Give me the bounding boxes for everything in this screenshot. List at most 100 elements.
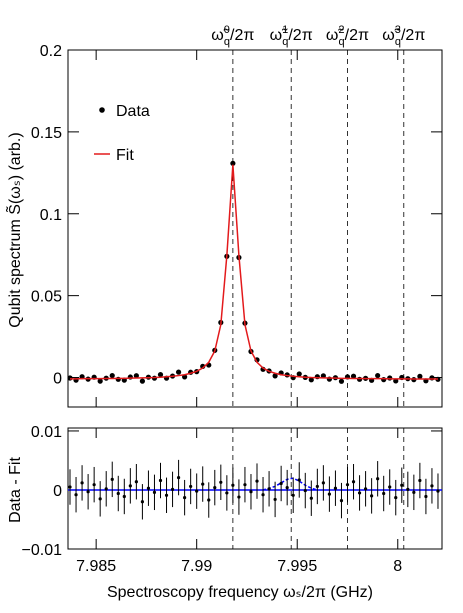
- residual-point: [424, 494, 428, 499]
- residual-point: [297, 478, 301, 482]
- residual-point: [207, 498, 211, 502]
- annotation-label: ω̃0 q/2π: [211, 24, 254, 48]
- data-point: [67, 375, 73, 381]
- y-axis-title: Data - Fit: [7, 457, 24, 523]
- data-point: [356, 376, 363, 382]
- residual-point: [140, 500, 144, 504]
- residual-point: [255, 479, 259, 483]
- residual-point: [333, 486, 338, 490]
- data-point: [296, 371, 302, 377]
- annotation-part: 3: [395, 24, 401, 36]
- residual-point: [170, 487, 175, 491]
- data-point: [381, 377, 387, 383]
- residual-point: [370, 494, 374, 498]
- y-axis-title: Qubit spectrum S̃(ωₛ) (arb.): [4, 132, 24, 327]
- y-tick-label: 0.01: [31, 424, 62, 441]
- annotation-part: /2π: [345, 27, 369, 44]
- annotation-part: /2π: [401, 27, 425, 44]
- residual-point: [285, 486, 289, 490]
- residual-point: [430, 484, 434, 488]
- residual-point: [436, 489, 440, 493]
- legend-label: Fit: [116, 147, 134, 164]
- model-curve: [262, 477, 318, 491]
- annotation-label: ω̃2 q/2π: [326, 24, 369, 48]
- annotation-part: q: [282, 36, 288, 48]
- annotation-part: 2: [338, 24, 344, 36]
- residual-point: [213, 486, 217, 490]
- residual-point: [376, 477, 380, 481]
- residual-point: [363, 487, 368, 491]
- residual-point: [80, 481, 84, 485]
- data-point: [139, 378, 145, 384]
- annotation-label: ω̃1 q/2π: [270, 24, 313, 48]
- residual-point: [406, 487, 410, 491]
- legend-label: Data: [116, 103, 150, 120]
- residual-point: [418, 478, 422, 483]
- residual-point: [189, 484, 193, 489]
- residual-point: [327, 492, 331, 496]
- data-point: [417, 373, 423, 379]
- y-tick-label: 0.05: [31, 289, 62, 306]
- residual-point: [243, 483, 247, 487]
- residual-point: [315, 484, 319, 489]
- x-axis-title: Spectroscopy frequency ωₛ/2π (GHz): [107, 584, 373, 601]
- y-tick-label: 0.2: [40, 43, 62, 60]
- data-point: [314, 374, 320, 380]
- x-tick-label: 8: [393, 558, 402, 575]
- residual-point: [279, 481, 283, 486]
- residual-point: [237, 495, 241, 499]
- residual-point: [146, 486, 151, 490]
- residual-point: [86, 490, 90, 494]
- data-point: [97, 378, 103, 384]
- annotation-part: q: [395, 36, 401, 48]
- plot-frame: [67, 49, 443, 408]
- residual-point: [231, 483, 235, 487]
- data-point: [272, 373, 278, 379]
- annotation-part: q: [224, 36, 230, 48]
- residual-point: [400, 483, 404, 487]
- y-tick-label: 0.1: [40, 207, 62, 224]
- x-tick-label: 7.995: [277, 558, 317, 575]
- residual-point: [201, 482, 205, 486]
- residual-point: [110, 477, 114, 481]
- residual-point: [309, 496, 313, 500]
- annotation-part: /2π: [230, 27, 254, 44]
- residual-point: [183, 496, 187, 500]
- residual-point: [412, 490, 416, 494]
- y-tick-label: 0: [53, 483, 62, 500]
- residual-point: [195, 489, 199, 493]
- residual-point: [388, 485, 392, 489]
- residual-point: [321, 481, 325, 485]
- residual-point: [225, 491, 229, 495]
- annotation-part: 0: [224, 24, 230, 36]
- annotation-part: 1: [282, 24, 288, 36]
- residual-point: [267, 487, 271, 491]
- residual-point: [134, 480, 138, 484]
- residual-point: [345, 483, 350, 487]
- residual-point: [273, 497, 277, 502]
- annotation-part: q: [339, 36, 345, 48]
- residual-point: [261, 493, 265, 497]
- residual-point: [74, 493, 78, 497]
- data-point: [175, 369, 182, 375]
- y-tick-label: −0.01: [22, 542, 63, 559]
- residual-point: [152, 490, 157, 494]
- data-point: [115, 376, 121, 382]
- annotation-label: ω̃3 q/2π: [382, 24, 425, 48]
- residual-point: [104, 487, 108, 491]
- residual-point: [116, 491, 120, 496]
- residual-point: [291, 493, 295, 497]
- residual-point: [176, 475, 181, 480]
- y-tick-label: 0: [53, 371, 62, 388]
- data-point: [350, 373, 357, 379]
- residual-point: [249, 490, 253, 494]
- residual-point: [219, 480, 223, 484]
- x-tick-label: 7.985: [76, 558, 116, 575]
- residual-point: [92, 483, 96, 487]
- plot-frame: [67, 427, 443, 550]
- data-point: [393, 378, 399, 384]
- legend-swatch: [99, 107, 105, 113]
- y-tick-label: 0.15: [31, 125, 62, 142]
- data-point: [308, 377, 314, 383]
- data-point: [133, 373, 139, 379]
